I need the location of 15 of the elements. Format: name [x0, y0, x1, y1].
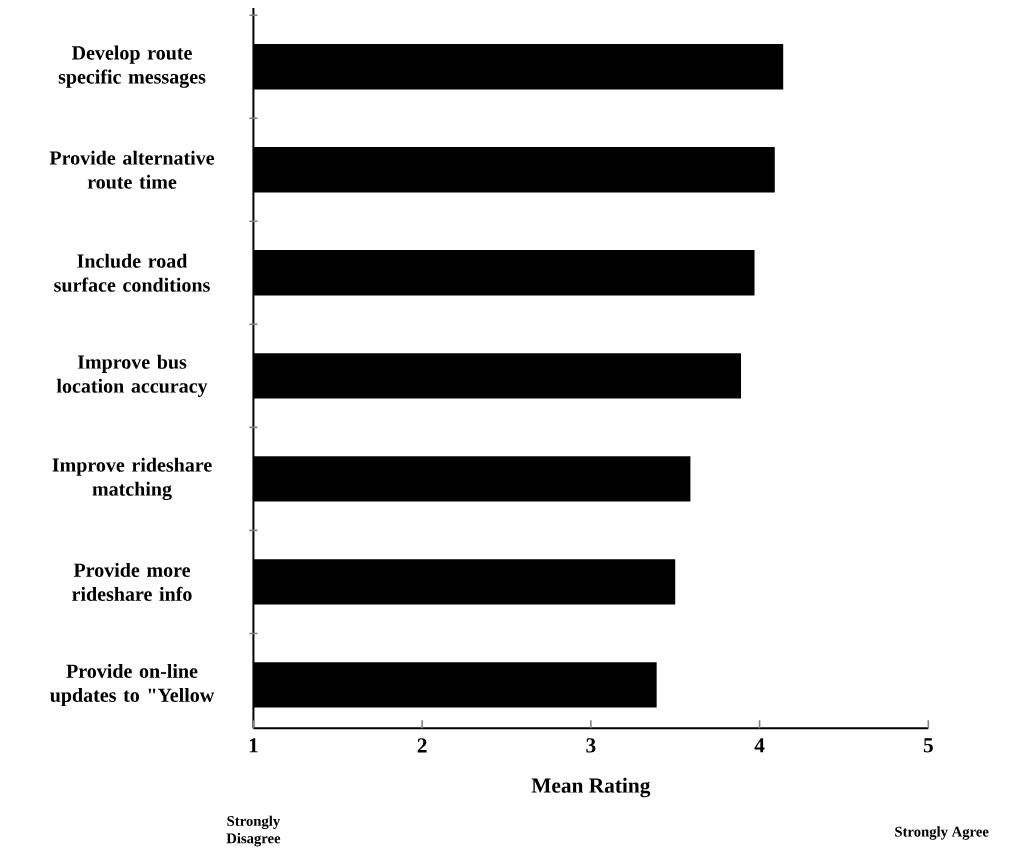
text: Strongly Agree: [895, 826, 989, 840]
x-axis-title: Mean Rating: [531, 777, 651, 798]
y-tick-label: Improve bus location accuracy: [56, 354, 208, 397]
x-tick-label: 3: [586, 738, 596, 753]
y-tick-label: Develop route specific messages: [58, 45, 206, 88]
y-tick-label: Include road surface conditions: [54, 253, 210, 292]
y-tick-label: Provide more rideshare info: [72, 562, 192, 601]
x-tick-label: 1: [249, 738, 258, 753]
y-tick-label: Provide alternative route time: [49, 150, 215, 189]
x-tick-label: 4: [754, 738, 765, 753]
y-tick-label: Provide on-line updates to "Yellow: [50, 663, 215, 707]
x-tick-label: 5: [923, 738, 933, 753]
x-tick-label: 2: [417, 738, 427, 753]
y-tick-label: Improve rideshare matching: [52, 457, 212, 501]
text: Strongly Disagree: [226, 815, 281, 847]
